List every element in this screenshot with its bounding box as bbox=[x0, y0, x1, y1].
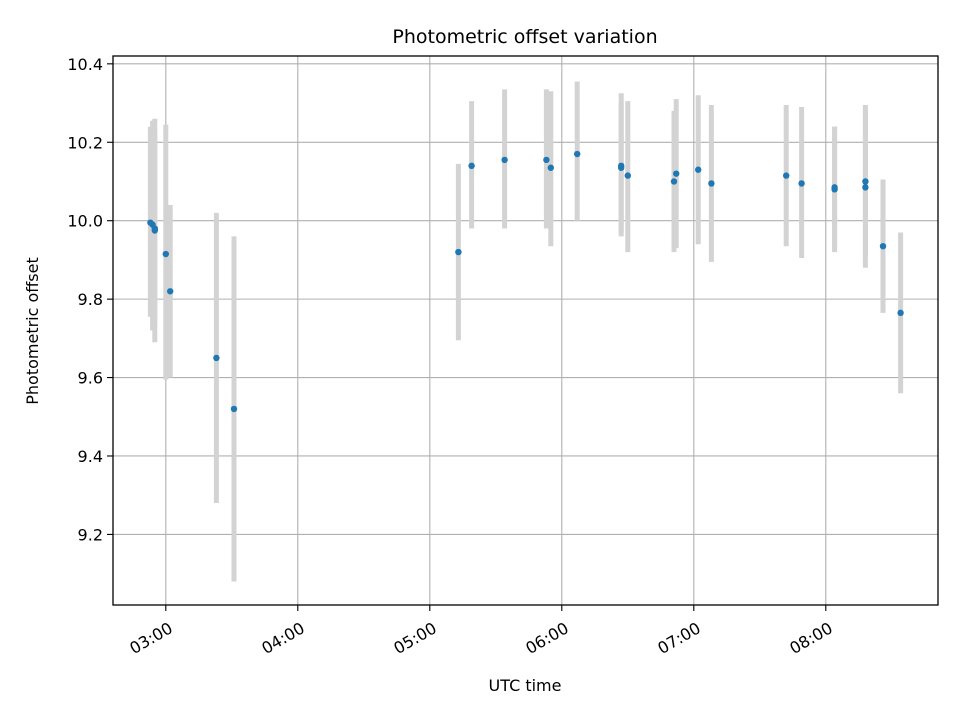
y-axis-label: Photometric offset bbox=[23, 257, 42, 405]
data-point bbox=[455, 248, 462, 256]
plot-frame bbox=[112, 55, 939, 606]
data-point bbox=[468, 162, 475, 169]
data-point bbox=[574, 150, 581, 158]
data-point bbox=[783, 172, 790, 179]
grid bbox=[113, 56, 938, 605]
data-point bbox=[230, 405, 238, 413]
data-point bbox=[831, 186, 838, 193]
y-tick-label: 9.2 bbox=[78, 525, 103, 544]
chart-title: Photometric offset variation bbox=[392, 26, 657, 48]
data-point bbox=[673, 170, 680, 177]
y-axis-ticks: 9.2 9.4 9.6 9.8 10.0 10.2 10.4 bbox=[67, 55, 113, 544]
data-point bbox=[624, 172, 631, 179]
data-point bbox=[618, 164, 625, 171]
data-point bbox=[879, 242, 887, 250]
data-point bbox=[501, 156, 508, 164]
data-point bbox=[151, 225, 158, 232]
data-points bbox=[147, 150, 904, 413]
data-point bbox=[862, 178, 869, 185]
data-point bbox=[695, 166, 702, 173]
data-point bbox=[547, 164, 554, 171]
data-point bbox=[167, 288, 174, 295]
data-point bbox=[543, 156, 550, 164]
x-axis-label: UTC time bbox=[489, 676, 562, 695]
y-tick-label: 10.4 bbox=[67, 55, 103, 74]
data-point bbox=[798, 180, 805, 187]
y-tick-label: 9.4 bbox=[78, 447, 103, 466]
y-tick-label: 9.6 bbox=[78, 369, 103, 388]
data-point bbox=[708, 180, 715, 187]
data-point bbox=[162, 250, 169, 258]
y-tick-label: 10.2 bbox=[67, 133, 103, 152]
data-point bbox=[897, 309, 904, 317]
data-point bbox=[213, 354, 220, 362]
data-point bbox=[670, 178, 678, 185]
data-point bbox=[862, 184, 869, 191]
y-tick-label: 9.8 bbox=[78, 290, 103, 309]
y-tick-label: 10.0 bbox=[67, 212, 103, 231]
